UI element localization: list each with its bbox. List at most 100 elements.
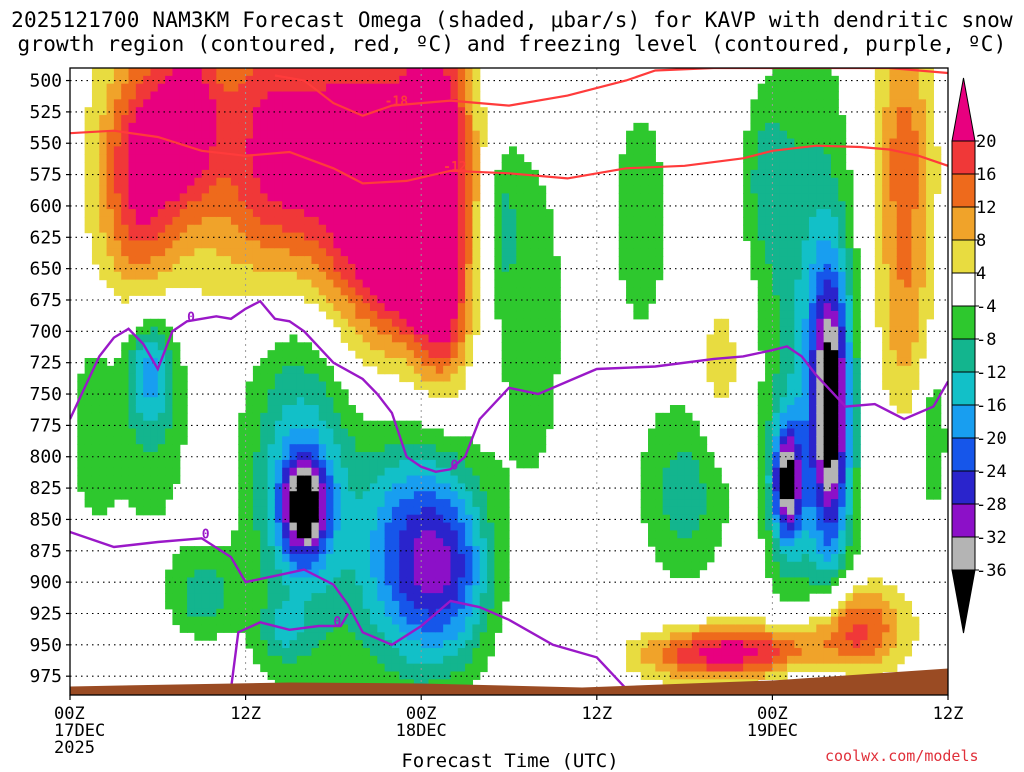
omega-cell bbox=[128, 287, 137, 296]
omega-cell bbox=[406, 671, 415, 680]
omega-cell bbox=[684, 491, 693, 500]
omega-cell bbox=[150, 483, 159, 492]
omega-cell bbox=[216, 138, 225, 147]
omega-cell bbox=[648, 491, 656, 500]
omega-cell bbox=[465, 326, 474, 336]
omega-cell bbox=[552, 256, 561, 265]
omega-cell bbox=[296, 452, 305, 461]
omega-cell bbox=[428, 201, 437, 210]
omega-cell bbox=[99, 467, 108, 477]
omega-cell bbox=[406, 107, 415, 116]
omega-cell bbox=[626, 232, 634, 242]
omega-cell bbox=[362, 115, 371, 124]
omega-cell bbox=[282, 389, 291, 398]
omega-cell bbox=[377, 632, 386, 641]
omega-cell bbox=[384, 99, 393, 108]
omega-cell bbox=[377, 318, 386, 328]
omega-cell bbox=[296, 169, 305, 179]
omega-cell bbox=[516, 334, 525, 343]
omega-cell bbox=[413, 365, 422, 375]
omega-cell bbox=[384, 169, 393, 179]
omega-cell bbox=[260, 99, 269, 108]
omega-cell bbox=[640, 279, 649, 289]
omega-cell bbox=[801, 444, 810, 453]
omega-cell bbox=[808, 530, 817, 539]
omega-cell bbox=[465, 193, 474, 202]
omega-cell bbox=[304, 506, 313, 516]
omega-cell bbox=[384, 569, 393, 579]
omega-cell bbox=[326, 107, 334, 116]
omega-cell bbox=[165, 68, 174, 77]
omega-cell bbox=[165, 585, 174, 594]
omega-cell bbox=[684, 538, 693, 547]
omega-cell bbox=[728, 373, 737, 383]
omega-cell bbox=[289, 553, 298, 563]
omega-cell bbox=[91, 146, 100, 155]
omega-cell bbox=[377, 530, 386, 539]
omega-cell bbox=[757, 412, 766, 422]
omega-cell bbox=[523, 256, 532, 265]
omega-cell bbox=[135, 499, 144, 508]
omega-cell bbox=[457, 585, 466, 594]
omega-cell bbox=[472, 224, 481, 234]
omega-cell bbox=[267, 608, 276, 618]
omega-cell bbox=[450, 647, 459, 657]
omega-cell bbox=[143, 122, 152, 132]
omega-cell bbox=[333, 561, 342, 571]
omega-cell bbox=[172, 616, 181, 626]
omega-cell bbox=[794, 334, 803, 343]
omega-cell bbox=[274, 444, 283, 453]
omega-cell bbox=[801, 365, 810, 375]
omega-cell bbox=[355, 216, 364, 226]
omega-cell bbox=[223, 624, 232, 633]
omega-cell bbox=[135, 138, 144, 147]
omega-cell bbox=[413, 491, 422, 500]
omega-cell bbox=[509, 357, 517, 367]
omega-cell bbox=[304, 162, 313, 171]
omega-cell bbox=[135, 146, 144, 155]
omega-cell bbox=[99, 436, 108, 445]
omega-cell bbox=[816, 522, 825, 532]
omega-cell bbox=[267, 138, 276, 147]
omega-cell bbox=[311, 107, 320, 116]
omega-cell bbox=[289, 68, 298, 77]
omega-cell bbox=[84, 389, 93, 398]
omega-cell bbox=[377, 295, 386, 304]
omega-cell bbox=[194, 624, 203, 633]
omega-cell bbox=[413, 350, 422, 359]
omega-cell bbox=[179, 68, 188, 77]
omega-cell bbox=[479, 491, 488, 500]
omega-cell bbox=[479, 499, 488, 508]
omega-cell bbox=[494, 600, 503, 610]
omega-cell bbox=[216, 185, 225, 194]
omega-cell bbox=[274, 154, 283, 163]
omega-cell bbox=[179, 107, 188, 116]
omega-cell bbox=[399, 640, 408, 649]
omega-cell bbox=[289, 169, 298, 179]
omega-cell bbox=[165, 177, 174, 187]
omega-cell bbox=[157, 373, 166, 383]
omega-cell bbox=[216, 256, 225, 265]
omega-cell bbox=[362, 240, 371, 249]
omega-cell bbox=[121, 185, 130, 194]
omega-cell bbox=[274, 146, 283, 155]
omega-cell bbox=[282, 647, 291, 657]
omega-cell bbox=[194, 546, 203, 555]
omega-cell bbox=[128, 209, 137, 218]
omega-cell bbox=[823, 138, 832, 147]
omega-cell bbox=[801, 162, 810, 171]
omega-cell bbox=[172, 154, 181, 163]
omega-cell bbox=[377, 483, 386, 492]
omega-cell bbox=[340, 420, 349, 430]
omega-cell bbox=[362, 256, 371, 265]
omega-cell bbox=[450, 91, 459, 100]
omega-cell bbox=[304, 263, 313, 273]
omega-cell bbox=[823, 287, 832, 296]
omega-cell bbox=[706, 475, 715, 484]
omega-cell bbox=[252, 240, 261, 249]
omega-cell bbox=[450, 365, 459, 375]
omega-cell bbox=[150, 506, 159, 516]
omega-cell bbox=[355, 412, 364, 422]
omega-cell bbox=[377, 671, 386, 680]
omega-cell bbox=[267, 162, 276, 171]
